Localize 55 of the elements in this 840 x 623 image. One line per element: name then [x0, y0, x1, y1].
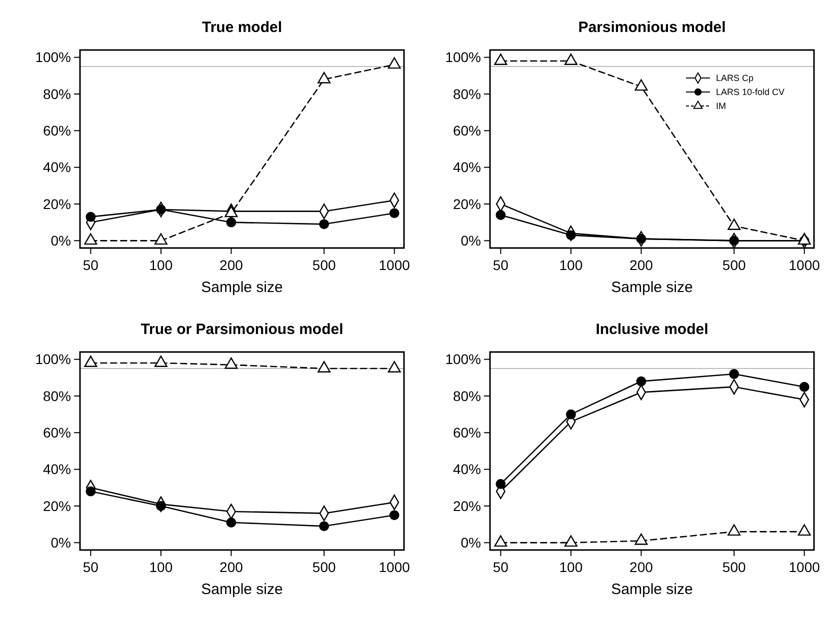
x-tick-label: 1000 [788, 257, 820, 273]
x-tick-label: 50 [492, 559, 509, 575]
y-tick-label: 80% [452, 388, 481, 404]
x-tick-label: 100 [149, 257, 173, 273]
y-tick-label: 20% [452, 196, 481, 212]
x-tick-label: 50 [82, 559, 99, 575]
y-tick-label: 60% [42, 424, 71, 441]
y-tick-label: 20% [42, 196, 71, 212]
legend-label: IM [716, 101, 726, 112]
y-tick-label: 100% [35, 49, 71, 66]
chart-title: Inclusive model [596, 321, 708, 338]
y-tick-label: 80% [42, 388, 71, 404]
x-tick-label: 50 [82, 257, 99, 273]
x-axis-title: Sample size [611, 581, 693, 598]
x-axis-title: Sample size [201, 581, 283, 598]
x-tick-label: 200 [220, 257, 244, 273]
chart-title: True or Parsimonious model [140, 321, 344, 338]
y-tick-label: 0% [50, 534, 71, 551]
x-axis-title: Sample size [611, 279, 693, 296]
x-tick-label: 100 [559, 559, 583, 575]
y-tick-label: 100% [445, 351, 481, 368]
x-tick-label: 200 [630, 257, 654, 273]
y-tick-label: 100% [35, 351, 71, 368]
y-tick-label: 40% [452, 159, 481, 176]
x-tick-label: 500 [312, 257, 336, 273]
x-tick-label: 1000 [378, 559, 410, 575]
y-tick-label: 60% [452, 122, 481, 139]
x-tick-label: 200 [630, 559, 654, 575]
y-tick-label: 80% [42, 86, 71, 102]
x-tick-label: 100 [559, 257, 583, 273]
x-tick-label: 500 [722, 559, 746, 575]
x-tick-label: 200 [220, 559, 244, 575]
chart-title: True model [202, 19, 282, 36]
y-tick-label: 60% [452, 424, 481, 441]
chart-title: Parsimonious model [578, 19, 726, 36]
x-tick-label: 1000 [788, 559, 820, 575]
y-tick-label: 40% [452, 461, 481, 478]
y-tick-label: 100% [445, 49, 481, 66]
x-tick-label: 1000 [378, 257, 410, 273]
x-tick-label: 50 [492, 257, 509, 273]
x-tick-label: 500 [722, 257, 746, 273]
y-tick-label: 20% [452, 498, 481, 514]
y-tick-label: 0% [460, 534, 481, 551]
y-tick-label: 40% [42, 461, 71, 478]
legend-label: LARS 10-fold CV [716, 87, 785, 98]
x-tick-label: 500 [312, 559, 336, 575]
y-tick-label: 0% [460, 232, 481, 249]
y-tick-label: 20% [42, 498, 71, 514]
y-tick-label: 80% [452, 86, 481, 102]
x-axis-title: Sample size [201, 279, 283, 296]
x-tick-label: 100 [149, 559, 173, 575]
legend-label: LARS Cp [716, 73, 754, 84]
y-tick-label: 40% [42, 159, 71, 176]
y-tick-label: 60% [42, 122, 71, 139]
y-tick-label: 0% [50, 232, 71, 249]
